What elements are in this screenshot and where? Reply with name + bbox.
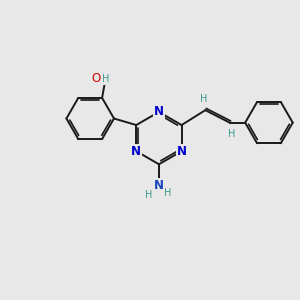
Text: O: O <box>92 72 101 86</box>
Text: N: N <box>177 145 187 158</box>
Text: N: N <box>154 106 164 118</box>
Text: H: H <box>145 190 152 200</box>
Text: H: H <box>102 74 109 84</box>
Text: N: N <box>131 145 141 158</box>
Text: H: H <box>164 188 171 198</box>
Text: H: H <box>227 129 235 139</box>
Text: N: N <box>154 179 164 192</box>
Text: H: H <box>200 94 208 104</box>
